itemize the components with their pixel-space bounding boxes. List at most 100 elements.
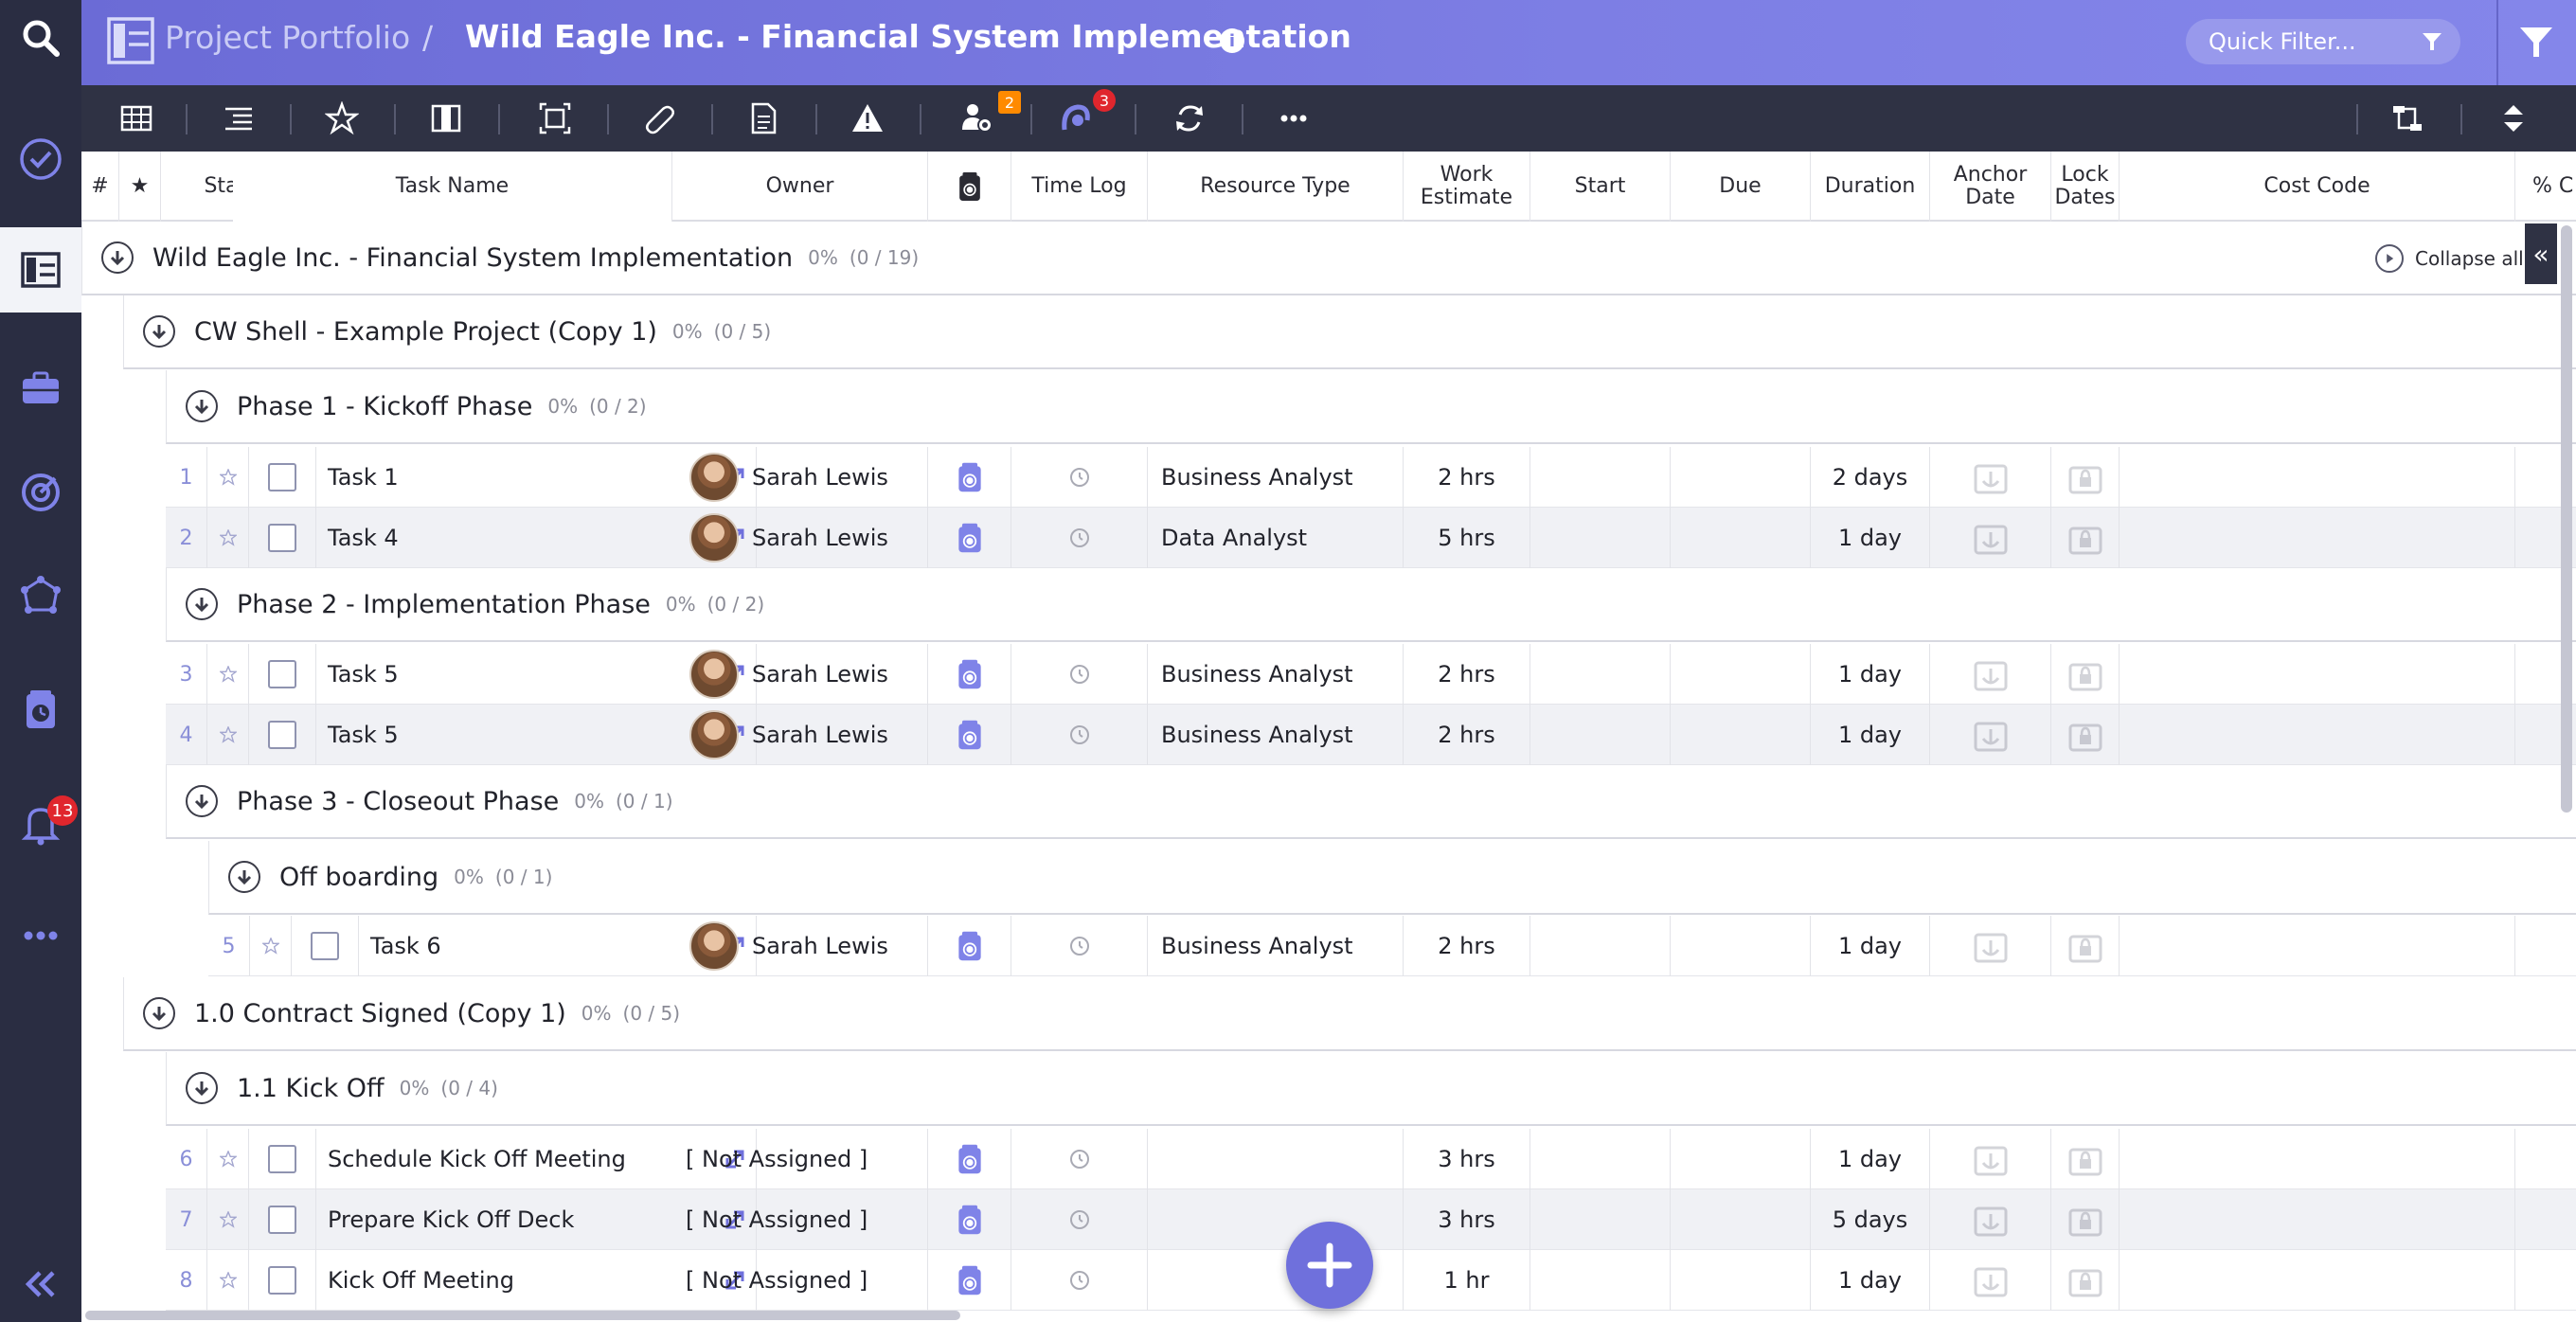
resource-type-cell[interactable]: Business Analyst xyxy=(1148,916,1404,976)
start-date-cell[interactable] xyxy=(1530,508,1671,568)
col-header-timesheet[interactable] xyxy=(928,152,1011,222)
owner-cell[interactable]: Sarah Lewis xyxy=(672,508,928,568)
open-task-icon[interactable] xyxy=(724,1148,746,1170)
collapse-toggle-icon[interactable] xyxy=(186,588,218,620)
owner-cell[interactable]: Sarah Lewis xyxy=(672,447,928,508)
due-date-cell[interactable] xyxy=(1671,1189,1811,1250)
lock-dates-cell[interactable] xyxy=(2051,508,2120,568)
task-name[interactable]: Kick Off Meeting xyxy=(328,1267,514,1294)
favorite-star-icon[interactable] xyxy=(207,1129,249,1189)
due-date-cell[interactable] xyxy=(1671,447,1811,508)
search-icon[interactable] xyxy=(0,0,81,76)
timesheet-cell[interactable] xyxy=(928,1129,1011,1189)
collapse-toggle-icon[interactable] xyxy=(228,861,260,893)
vertical-scrollbar[interactable] xyxy=(2561,225,2572,813)
favorite-star-icon[interactable] xyxy=(250,916,292,976)
col-header-due[interactable]: Due xyxy=(1671,152,1811,222)
col-header-cost-code[interactable]: Cost Code xyxy=(2120,152,2515,222)
timesheet-cell[interactable] xyxy=(928,1250,1011,1311)
owner-cell[interactable]: Sarah Lewis xyxy=(672,705,928,765)
advanced-filter-icon[interactable] xyxy=(2517,23,2555,61)
collapse-toggle-icon[interactable] xyxy=(101,241,134,274)
task-name[interactable]: Task 5 xyxy=(328,661,399,688)
favorite-star-icon[interactable] xyxy=(207,705,249,765)
owner-cell[interactable]: [ Not Assigned ] xyxy=(672,1129,928,1189)
cost-code-cell[interactable] xyxy=(2120,508,2515,568)
resource-type-cell[interactable]: Data Analyst xyxy=(1148,508,1404,568)
duration-cell[interactable]: 1 day xyxy=(1811,508,1930,568)
collapse-all-button[interactable]: Collapse all xyxy=(2339,225,2525,292)
anchor-date-cell[interactable] xyxy=(1930,705,2051,765)
col-header-start[interactable]: Start xyxy=(1530,152,1671,222)
col-header-duration[interactable]: Duration xyxy=(1811,152,1930,222)
timesheet-cell[interactable] xyxy=(928,644,1011,705)
more-icon[interactable] xyxy=(1275,99,1313,137)
timesheet-cell[interactable] xyxy=(928,447,1011,508)
anchor-date-cell[interactable] xyxy=(1930,644,2051,705)
dashboard-icon[interactable] xyxy=(0,455,81,530)
group-name[interactable]: Phase 2 - Implementation Phase xyxy=(237,589,651,619)
cost-code-cell[interactable] xyxy=(2120,705,2515,765)
group-name[interactable]: Phase 3 - Closeout Phase xyxy=(237,786,560,816)
anchor-date-cell[interactable] xyxy=(1930,447,2051,508)
due-date-cell[interactable] xyxy=(1671,1129,1811,1189)
work-estimate-cell[interactable]: 2 hrs xyxy=(1404,644,1530,705)
favorite-star-icon[interactable] xyxy=(207,1250,249,1311)
list-view-icon[interactable] xyxy=(220,99,258,137)
columns-icon[interactable] xyxy=(427,99,465,137)
task-name[interactable]: Schedule Kick Off Meeting xyxy=(328,1146,626,1172)
due-date-cell[interactable] xyxy=(1671,916,1811,976)
side-panel-toggle-icon[interactable]: « xyxy=(2525,223,2557,284)
briefcase-icon[interactable] xyxy=(0,350,81,426)
work-estimate-cell[interactable]: 2 hrs xyxy=(1404,705,1530,765)
warning-icon[interactable] xyxy=(849,99,886,137)
team-icon[interactable] xyxy=(957,99,995,137)
cost-code-cell[interactable] xyxy=(2120,644,2515,705)
owner-cell[interactable]: [ Not Assigned ] xyxy=(672,1189,928,1250)
anchor-date-cell[interactable] xyxy=(1930,916,2051,976)
resource-type-cell[interactable]: Business Analyst xyxy=(1148,705,1404,765)
col-header-lock-dates[interactable]: Lock Dates xyxy=(2051,152,2120,222)
open-task-icon[interactable] xyxy=(724,1208,746,1231)
col-header-star[interactable]: ★ xyxy=(119,152,161,222)
time-log-cell[interactable] xyxy=(1011,916,1148,976)
due-date-cell[interactable] xyxy=(1671,705,1811,765)
resource-type-cell[interactable] xyxy=(1148,1189,1404,1250)
collapse-toggle-icon[interactable] xyxy=(143,997,175,1029)
duration-cell[interactable]: 1 day xyxy=(1811,1250,1930,1311)
work-estimate-cell[interactable]: 3 hrs xyxy=(1404,1189,1530,1250)
col-header-anchor-date[interactable]: Anchor Date xyxy=(1930,152,2051,222)
task-name[interactable]: Task 5 xyxy=(328,722,399,748)
time-log-cell[interactable] xyxy=(1011,1250,1148,1311)
grid-view-icon[interactable] xyxy=(117,99,155,137)
work-estimate-cell[interactable]: 2 hrs xyxy=(1404,916,1530,976)
timesheet-cell[interactable] xyxy=(928,1189,1011,1250)
time-log-cell[interactable] xyxy=(1011,508,1148,568)
status-checkbox[interactable] xyxy=(268,1145,296,1173)
lock-dates-cell[interactable] xyxy=(2051,447,2120,508)
collapse-toggle-icon[interactable] xyxy=(186,390,218,422)
col-header-time-log[interactable]: Time Log xyxy=(1011,152,1148,222)
add-icon[interactable] xyxy=(1286,1222,1373,1309)
timesheet-cell[interactable] xyxy=(928,916,1011,976)
duration-cell[interactable]: 5 days xyxy=(1811,1189,1930,1250)
start-date-cell[interactable] xyxy=(1530,705,1671,765)
task-name-cell[interactable]: Task 6 xyxy=(359,916,757,976)
percent-complete-cell[interactable] xyxy=(2515,1250,2576,1311)
time-log-cell[interactable] xyxy=(1011,1189,1148,1250)
percent-complete-cell[interactable] xyxy=(2515,916,2576,976)
duration-cell[interactable]: 1 day xyxy=(1811,1129,1930,1189)
portfolio-icon[interactable] xyxy=(0,232,81,308)
status-checkbox[interactable] xyxy=(311,932,339,960)
resource-type-cell[interactable] xyxy=(1148,1250,1404,1311)
time-log-cell[interactable] xyxy=(1011,705,1148,765)
status-checkbox[interactable] xyxy=(268,524,296,552)
anchor-date-cell[interactable] xyxy=(1930,1129,2051,1189)
owner-cell[interactable]: Sarah Lewis xyxy=(672,916,928,976)
timesheet-cell[interactable] xyxy=(928,508,1011,568)
start-date-cell[interactable] xyxy=(1530,644,1671,705)
lock-dates-cell[interactable] xyxy=(2051,644,2120,705)
check-circle-icon[interactable] xyxy=(0,121,81,197)
group-name[interactable]: CW Shell - Example Project (Copy 1) xyxy=(194,316,657,347)
task-name-cell[interactable]: Schedule Kick Off Meeting xyxy=(316,1129,757,1189)
